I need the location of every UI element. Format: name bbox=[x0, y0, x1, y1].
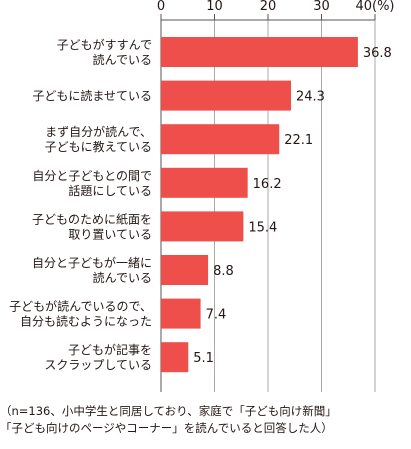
category-label-1-2: 読んでいる bbox=[93, 52, 152, 67]
tick-label-0: 0 bbox=[157, 0, 165, 14]
value-label-3: 22.1 bbox=[284, 133, 313, 148]
tick-label-10: 10 bbox=[206, 0, 223, 14]
bar-6 bbox=[161, 255, 209, 285]
bar-4 bbox=[161, 167, 248, 198]
bar-2 bbox=[161, 80, 292, 111]
tick-label-40: 40(%) bbox=[355, 0, 394, 14]
footnote-line-1: （n=136、小中学生と同居しており、家庭で「子ども向け新聞」 bbox=[0, 404, 337, 418]
tick-label-30: 30 bbox=[313, 0, 330, 14]
category-label-7-2: 自分も読むようになった bbox=[20, 314, 152, 329]
category-label-3-1: まず自分が読んで、 bbox=[45, 124, 152, 139]
category-label-8-1: 子どもが記事を bbox=[68, 342, 152, 357]
category-label-7-1: 子どもが読んでいるので、 bbox=[9, 299, 152, 314]
category-label-8-2: スクラップしている bbox=[44, 358, 152, 372]
bar-8 bbox=[161, 342, 189, 373]
category-label-1-1: 子どもがすすんで bbox=[57, 37, 152, 52]
value-label-7: 7.4 bbox=[206, 308, 227, 323]
category-label-4-2: 話題にしている bbox=[68, 183, 152, 198]
value-label-2: 24.3 bbox=[296, 90, 325, 105]
category-label-4-1: 自分と子どもとの間で bbox=[32, 169, 152, 183]
bar-3 bbox=[161, 124, 280, 155]
bar-1 bbox=[161, 37, 358, 67]
bar-7 bbox=[161, 298, 201, 329]
category-label-3-2: 子どもに教えている bbox=[45, 139, 152, 154]
value-label-4: 16.2 bbox=[253, 177, 282, 192]
category-label-5-1: 子どものために紙面を bbox=[32, 211, 152, 226]
value-label-6: 8.8 bbox=[213, 264, 234, 279]
bar-5 bbox=[161, 211, 244, 242]
footnote-line-2: 「子ども向けのページやコーナー」を読んでいると回答した人） bbox=[0, 421, 333, 435]
category-label-6-2: 読んでいる bbox=[93, 270, 152, 285]
tick-label-20: 20 bbox=[260, 0, 277, 14]
value-label-1: 36.8 bbox=[363, 46, 392, 61]
value-label-5: 15.4 bbox=[248, 220, 277, 235]
category-label-6-1: 自分と子どもが一緒に bbox=[32, 255, 152, 270]
value-label-8: 5.1 bbox=[193, 351, 214, 366]
category-label-2-1: 子どもに読ませている bbox=[32, 88, 152, 103]
category-label-5-2: 取り置いている bbox=[68, 227, 152, 241]
